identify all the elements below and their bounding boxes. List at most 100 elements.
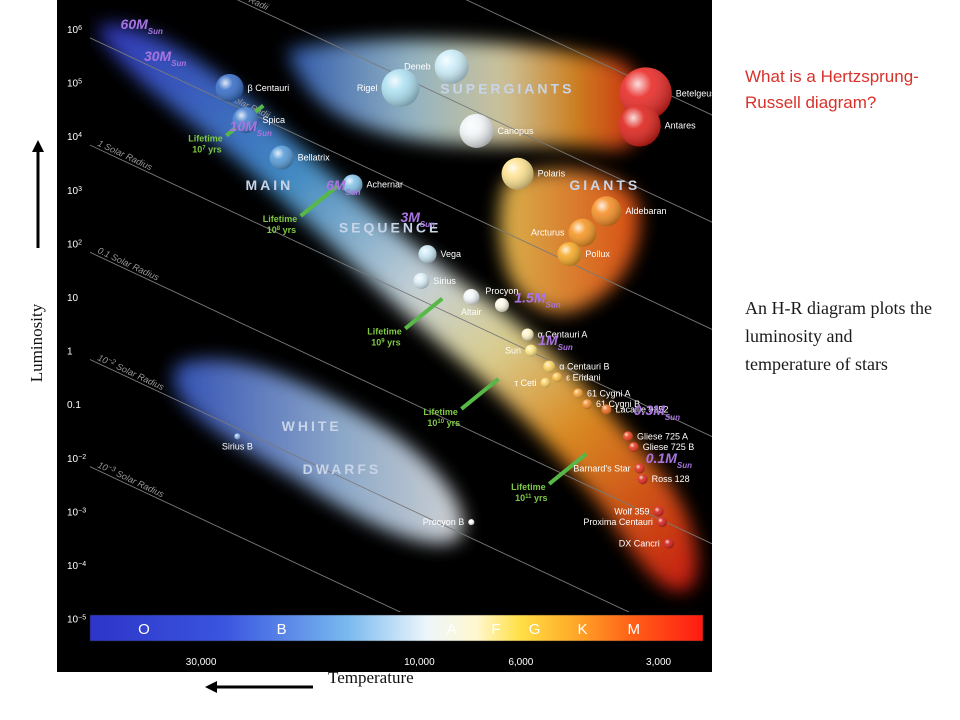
star-label: Aldebaran — [625, 206, 666, 216]
star-label: Achernar — [367, 179, 404, 189]
star: Antares — [618, 104, 696, 147]
star: Sirius B — [222, 433, 253, 451]
white-dwarfs-glow — [173, 359, 464, 544]
star-shading — [573, 388, 584, 399]
luminosity-tick-label: 10−3 — [67, 507, 86, 519]
star: Deneb — [404, 49, 469, 84]
lifetime-value: 108 yrs — [267, 225, 296, 235]
star-label: Polaris — [538, 169, 566, 179]
temperature-tick-label: 10,000 — [404, 657, 435, 668]
luminosity-arrow-icon — [32, 140, 44, 248]
star: Pollux — [557, 242, 610, 267]
star-label: Deneb — [404, 62, 431, 72]
star-shading — [413, 272, 430, 289]
lifetime-label: Lifetime — [263, 214, 298, 224]
star: Wolf 359 — [614, 506, 664, 517]
star-label: Procyon — [485, 286, 518, 296]
star: Aldebaran — [591, 196, 666, 227]
radius-line — [465, 0, 712, 116]
radius-line — [90, 358, 630, 612]
star: Canopus — [459, 113, 534, 148]
temperature-arrow-icon — [205, 681, 313, 693]
luminosity-tick-label: 106 — [67, 25, 82, 37]
star: Polaris — [501, 157, 566, 190]
star-shading — [543, 360, 556, 373]
mass-label: 60MSun — [121, 16, 163, 36]
spectral-class-label: B — [277, 621, 287, 638]
star-shading — [557, 242, 582, 267]
spectral-class-bar — [89, 614, 704, 642]
star-shading — [637, 474, 648, 485]
star-shading — [628, 442, 639, 453]
star-shading — [540, 377, 551, 388]
hr-diagram: 103 Solar Radii102 Solar Radii10 Solar R… — [57, 0, 712, 672]
star-shading — [234, 433, 241, 440]
star-label: Sirius B — [222, 441, 253, 451]
star-shading — [634, 463, 645, 474]
spectral-class-label: F — [491, 621, 500, 638]
lifetime-label: Lifetime — [423, 407, 458, 417]
star-shading — [618, 104, 661, 147]
star: α Centauri A — [521, 328, 588, 341]
star-label: Sun — [505, 346, 521, 356]
star: Procyon — [485, 286, 518, 313]
temperature-tick-label: 6,000 — [508, 657, 533, 668]
spectral-class-label: O — [138, 621, 150, 638]
star-label: β Centauri — [248, 83, 290, 93]
region-label: DWARFS — [303, 461, 382, 477]
star-shading — [521, 328, 534, 341]
lifetime-pointer — [299, 184, 339, 218]
spectral-class-label: K — [577, 621, 587, 638]
lifetime-value: 1010 yrs — [427, 418, 460, 428]
radius-line — [90, 144, 712, 438]
star-shading — [232, 107, 259, 134]
star: Proxima Centauri — [583, 517, 667, 528]
temperature-axis-title: Temperature — [328, 668, 414, 687]
star-label: Procyon B — [423, 517, 465, 527]
star: τ Ceti — [514, 377, 551, 388]
spectral-class-label: M — [627, 621, 640, 638]
region-label: SUPERGIANTS — [440, 80, 574, 96]
star-shading — [342, 174, 363, 195]
mass-label: 30MSun — [144, 48, 186, 68]
star-shading — [459, 113, 494, 148]
star-label: ε Eridani — [566, 372, 601, 382]
luminosity-tick-label: 0.1 — [67, 400, 81, 411]
mass-label: 10MSun — [230, 118, 272, 138]
spectral-class-label: A — [447, 621, 457, 638]
star: DX Cancri — [619, 538, 674, 549]
lifetime-pointer — [403, 296, 444, 331]
star: Rigel — [357, 68, 420, 107]
star: Spica — [232, 107, 285, 134]
star-label: Gliese 725 A — [637, 431, 688, 441]
luminosity-tick-label: 10 — [67, 293, 79, 304]
star-shading — [501, 157, 534, 190]
luminosity-tick-label: 10−2 — [67, 453, 86, 465]
spectral-class-label: G — [529, 621, 541, 638]
star-shading — [494, 298, 509, 313]
region-label: WHITE — [282, 418, 342, 434]
luminosity-tick-label: 104 — [67, 132, 82, 144]
region-label: SEQUENCE — [339, 220, 442, 236]
luminosity-tick-label: 10−5 — [67, 614, 86, 626]
star: β Centauri — [215, 73, 290, 102]
star-label: Barnard's Star — [573, 464, 630, 474]
star-shading — [552, 372, 563, 383]
star-shading — [381, 68, 420, 107]
star-label: α Centauri A — [538, 330, 588, 340]
star-label: Sirius — [433, 276, 456, 286]
region-label: GIANTS — [569, 177, 640, 193]
mass-label: 1MSun — [538, 332, 573, 352]
star-shading — [463, 289, 480, 305]
star-shading — [582, 399, 593, 410]
luminosity-axis-title: Luminosity — [27, 303, 46, 383]
star-shading — [622, 431, 633, 442]
lifetime-label: Lifetime — [188, 134, 223, 144]
slide-answer: An H-R diagram plots the luminosity and … — [745, 298, 932, 374]
temperature-tick-label: 30,000 — [186, 657, 217, 668]
star-label: 61 Cygni A — [587, 388, 631, 398]
star: Gliese 725 B — [628, 442, 694, 453]
lifetime-value: 107 yrs — [192, 145, 221, 155]
star-label: Rigel — [357, 83, 378, 93]
star-shading — [434, 49, 469, 84]
